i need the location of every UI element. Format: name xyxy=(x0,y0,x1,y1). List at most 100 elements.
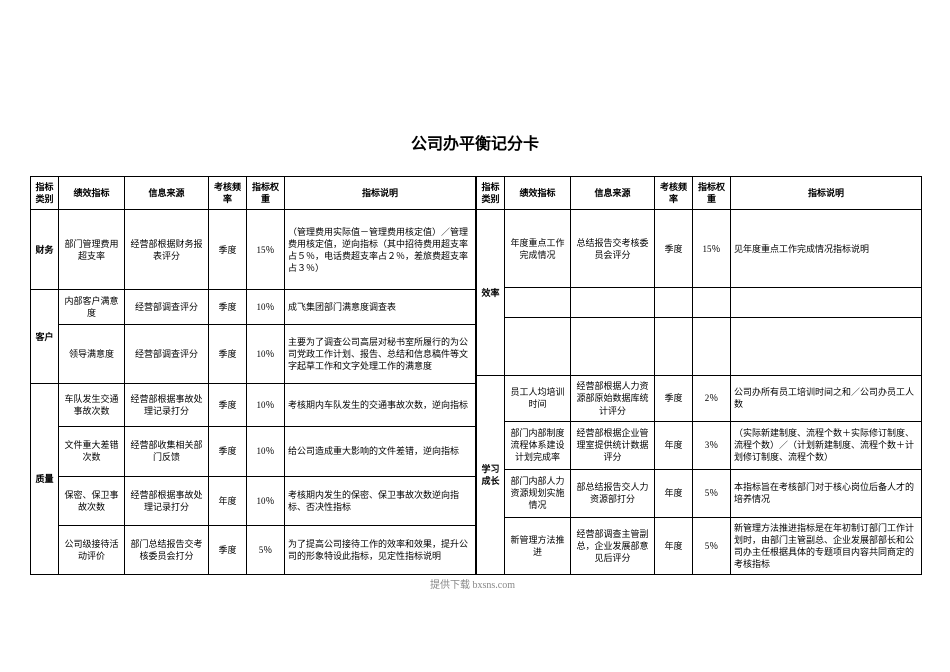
kpi-cell xyxy=(505,288,571,318)
right-table: 指标类别 绩效指标 信息来源 考核频率 指标权重 指标说明 效率年度重点工作完成… xyxy=(476,176,922,575)
src-cell: 经营部调查评分 xyxy=(125,290,209,324)
src-cell: 总结报告交考核委员会评分 xyxy=(571,210,655,288)
table-row: 质量车队发生交通事故次数经营部根据事故处理记录打分季度10％考核期内车队发生的交… xyxy=(31,384,476,427)
weight-cell xyxy=(693,318,731,376)
desc-cell: 为了提高公司接待工作的效率和效果，提升公司的形象特设此指标，见定性指标说明 xyxy=(285,525,476,574)
src-cell xyxy=(571,318,655,376)
page-title: 公司办平衡记分卡 xyxy=(30,130,920,154)
table-row: 公司级接待活动评价部门总结报告交考核委员会打分季度5％为了提高公司接待工作的效率… xyxy=(31,525,476,574)
src-cell: 部门总结报告交考核委员会打分 xyxy=(125,525,209,574)
freq-cell: 季度 xyxy=(655,376,693,421)
kpi-cell: 部门管理费用超支率 xyxy=(59,210,125,290)
weight-cell: 15％ xyxy=(247,210,285,290)
src-cell xyxy=(571,288,655,318)
table-row: 客户内部客户满意度经营部调查评分季度10％成飞集团部门满意度调查表 xyxy=(31,290,476,324)
category-cell: 客户 xyxy=(31,290,59,384)
col-category: 指标类别 xyxy=(31,177,59,210)
table-header-row: 指标类别 绩效指标 信息来源 考核频率 指标权重 指标说明 xyxy=(31,177,476,210)
weight-cell: 10％ xyxy=(247,384,285,427)
src-cell: 经营部根据财务报表评分 xyxy=(125,210,209,290)
freq-cell: 年度 xyxy=(655,517,693,575)
weight-cell: 5％ xyxy=(247,525,285,574)
col-description: 指标说明 xyxy=(285,177,476,210)
weight-cell: 3％ xyxy=(693,421,731,469)
table-row: 部门内部人力资源规划实施情况部总结报告交人力资源部打分年度5％本指标旨在考核部门… xyxy=(477,469,922,517)
table-header-row: 指标类别 绩效指标 信息来源 考核频率 指标权重 指标说明 xyxy=(477,177,922,210)
kpi-cell: 车队发生交通事故次数 xyxy=(59,384,125,427)
kpi-cell: 员工人均培训时间 xyxy=(505,376,571,421)
left-table: 指标类别 绩效指标 信息来源 考核频率 指标权重 指标说明 财务部门管理费用超支… xyxy=(30,176,476,575)
desc-cell: 考核期内发生的保密、保卫事故次数逆向指标、否决性指标 xyxy=(285,476,476,525)
desc-cell: （管理费用实际值－管理费用核定值）／管理费用核定值，逆向指标（其中招待费用超支率… xyxy=(285,210,476,290)
col-kpi: 绩效指标 xyxy=(59,177,125,210)
kpi-cell: 部门内部制度流程体系建设计划完成率 xyxy=(505,421,571,469)
desc-cell: 成飞集团部门满意度调查表 xyxy=(285,290,476,324)
src-cell: 部总结报告交人力资源部打分 xyxy=(571,469,655,517)
kpi-cell: 新管理方法推进 xyxy=(505,517,571,575)
kpi-cell: 年度重点工作完成情况 xyxy=(505,210,571,288)
weight-cell: 10％ xyxy=(247,324,285,384)
weight-cell: 10％ xyxy=(247,290,285,324)
category-cell: 质量 xyxy=(31,384,59,575)
weight-cell: 10％ xyxy=(247,476,285,525)
desc-cell: 本指标旨在考核部门对于核心岗位后备人才的培养情况 xyxy=(731,469,922,517)
kpi-cell xyxy=(505,318,571,376)
weight-cell: 15％ xyxy=(693,210,731,288)
desc-cell: 新管理方法推进指标是在年初制订部门工作计划时，由部门主管副总、企业发展部部长和公… xyxy=(731,517,922,575)
freq-cell: 季度 xyxy=(209,324,247,384)
scorecard-tables: 指标类别 绩效指标 信息来源 考核频率 指标权重 指标说明 财务部门管理费用超支… xyxy=(30,176,920,575)
col-source: 信息来源 xyxy=(571,177,655,210)
weight-cell xyxy=(693,288,731,318)
src-cell: 经营部调查评分 xyxy=(125,324,209,384)
table-row: 保密、保卫事故次数经营部根据事故处理记录打分年度10％考核期内发生的保密、保卫事… xyxy=(31,476,476,525)
category-cell: 财务 xyxy=(31,210,59,290)
src-cell: 经营部根据事故处理记录打分 xyxy=(125,476,209,525)
desc-cell xyxy=(731,288,922,318)
col-category: 指标类别 xyxy=(477,177,505,210)
freq-cell: 年度 xyxy=(209,476,247,525)
desc-cell: 给公司造成重大影响的文件差错，逆向指标 xyxy=(285,427,476,476)
freq-cell xyxy=(655,288,693,318)
freq-cell: 季度 xyxy=(209,384,247,427)
desc-cell: 见年度重点工作完成情况指标说明 xyxy=(731,210,922,288)
col-weight: 指标权重 xyxy=(693,177,731,210)
desc-cell: 公司办所有员工培训时间之和／公司办员工人数 xyxy=(731,376,922,421)
table-row xyxy=(477,288,922,318)
table-row: 新管理方法推进经营部调查主管副总，企业发展部意见后评分年度5％新管理方法推进指标… xyxy=(477,517,922,575)
desc-cell: 主要为了调查公司高层对秘书室所履行的为公司党政工作计划、报告、总结和信息稿件等文… xyxy=(285,324,476,384)
desc-cell: （实际新建制度、流程个数＋实际修订制度、流程个数）／（计划新建制度、流程个数＋计… xyxy=(731,421,922,469)
desc-cell: 考核期内车队发生的交通事故次数，逆向指标 xyxy=(285,384,476,427)
table-row: 领导满意度经营部调查评分季度10％主要为了调查公司高层对秘书室所履行的为公司党政… xyxy=(31,324,476,384)
weight-cell: 5％ xyxy=(693,469,731,517)
weight-cell: 10％ xyxy=(247,427,285,476)
kpi-cell: 内部客户满意度 xyxy=(59,290,125,324)
kpi-cell: 文件重大差错次数 xyxy=(59,427,125,476)
src-cell: 经营部根据企业管理室提供统计数据评分 xyxy=(571,421,655,469)
freq-cell: 年度 xyxy=(655,421,693,469)
desc-cell xyxy=(731,318,922,376)
table-row: 部门内部制度流程体系建设计划完成率经营部根据企业管理室提供统计数据评分年度3％（… xyxy=(477,421,922,469)
table-row xyxy=(477,318,922,376)
kpi-cell: 部门内部人力资源规划实施情况 xyxy=(505,469,571,517)
src-cell: 经营部调查主管副总，企业发展部意见后评分 xyxy=(571,517,655,575)
table-row: 财务部门管理费用超支率经营部根据财务报表评分季度15％（管理费用实际值－管理费用… xyxy=(31,210,476,290)
freq-cell: 年度 xyxy=(655,469,693,517)
col-frequency: 考核频率 xyxy=(209,177,247,210)
freq-cell: 季度 xyxy=(209,210,247,290)
kpi-cell: 保密、保卫事故次数 xyxy=(59,476,125,525)
table-row: 效率年度重点工作完成情况总结报告交考核委员会评分季度15％见年度重点工作完成情况… xyxy=(477,210,922,288)
src-cell: 经营部根据事故处理记录打分 xyxy=(125,384,209,427)
src-cell: 经营部收集相关部门反馈 xyxy=(125,427,209,476)
col-frequency: 考核频率 xyxy=(655,177,693,210)
freq-cell: 季度 xyxy=(209,427,247,476)
col-kpi: 绩效指标 xyxy=(505,177,571,210)
weight-cell: 2％ xyxy=(693,376,731,421)
kpi-cell: 公司级接待活动评价 xyxy=(59,525,125,574)
freq-cell: 季度 xyxy=(655,210,693,288)
freq-cell: 季度 xyxy=(209,525,247,574)
table-row: 学习成长员工人均培训时间经营部根据人力资源部原始数据库统计评分季度2％公司办所有… xyxy=(477,376,922,421)
src-cell: 经营部根据人力资源部原始数据库统计评分 xyxy=(571,376,655,421)
category-cell: 学习成长 xyxy=(477,376,505,575)
col-description: 指标说明 xyxy=(731,177,922,210)
col-source: 信息来源 xyxy=(125,177,209,210)
